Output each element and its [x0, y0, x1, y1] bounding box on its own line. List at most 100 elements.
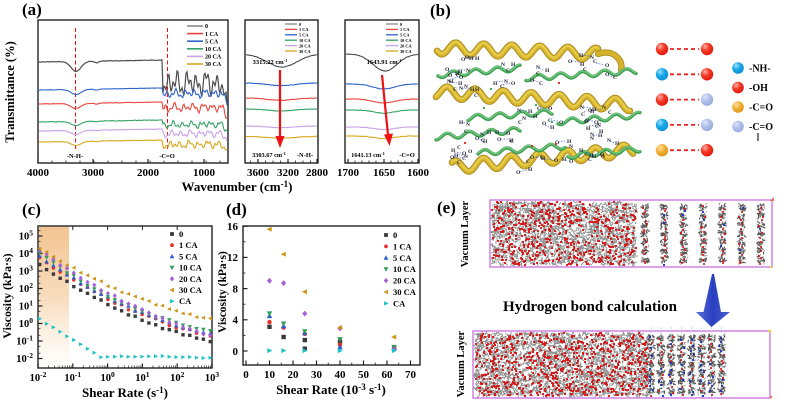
- svg-text:C: C: [540, 155, 544, 161]
- svg-text:C: C: [585, 152, 589, 158]
- svg-text:12: 12: [227, 252, 239, 264]
- svg-text:O: O: [475, 136, 480, 142]
- svg-text:H: H: [580, 62, 585, 68]
- svg-text:H: H: [589, 153, 594, 159]
- svg-text:N: N: [590, 136, 594, 142]
- svg-text:H: H: [615, 141, 620, 147]
- svg-text:C: C: [474, 93, 478, 99]
- svg-text:N: N: [464, 154, 468, 160]
- svg-text:Viscosity (kPa·s): Viscosity (kPa·s): [217, 251, 229, 333]
- svg-text:O: O: [555, 140, 560, 146]
- svg-text:1 CA: 1 CA: [299, 27, 309, 32]
- svg-text:H: H: [470, 87, 475, 93]
- svg-text:H: H: [487, 130, 492, 136]
- svg-text:1600: 1600: [407, 167, 430, 179]
- svg-text:O: O: [588, 108, 593, 114]
- svg-text:4: 4: [233, 315, 239, 327]
- svg-text:30 CA: 30 CA: [393, 287, 417, 297]
- svg-text:H: H: [458, 81, 463, 87]
- svg-text:O: O: [448, 73, 453, 79]
- svg-text:H: H: [528, 167, 533, 173]
- svg-text:H: H: [455, 71, 460, 77]
- svg-text:O: O: [461, 57, 466, 63]
- svg-text:H: H: [469, 56, 474, 62]
- svg-text:N: N: [602, 105, 606, 111]
- svg-text:C: C: [588, 157, 592, 163]
- svg-text:C: C: [500, 84, 504, 90]
- svg-text:O: O: [516, 170, 521, 176]
- svg-text:C: C: [608, 110, 612, 116]
- svg-text:Shear Rate (10-3 s-1): Shear Rate (10-3 s-1): [276, 382, 386, 397]
- svg-text:20 CA: 20 CA: [393, 276, 417, 286]
- svg-text:H: H: [493, 81, 498, 87]
- svg-text:N: N: [569, 144, 573, 150]
- svg-text:N: N: [466, 68, 470, 74]
- svg-text:C: C: [548, 118, 552, 124]
- svg-text:H: H: [454, 153, 459, 159]
- svg-text:2800: 2800: [306, 167, 329, 179]
- svg-text:3000: 3000: [82, 167, 105, 179]
- svg-text:1 CA: 1 CA: [205, 32, 219, 38]
- svg-text:H: H: [545, 68, 550, 74]
- svg-text:N: N: [480, 132, 484, 138]
- svg-text:N: N: [590, 132, 594, 138]
- svg-text:N: N: [590, 55, 594, 61]
- svg-text:H: H: [458, 69, 463, 75]
- svg-text:N: N: [597, 123, 601, 129]
- svg-text:O: O: [511, 81, 516, 87]
- svg-text:N: N: [459, 86, 463, 92]
- svg-text:C: C: [593, 59, 597, 65]
- svg-text:C: C: [537, 106, 541, 112]
- svg-text:70: 70: [405, 369, 417, 381]
- svg-text:C: C: [518, 120, 522, 126]
- svg-text:1 CA: 1 CA: [179, 240, 199, 250]
- svg-text:O: O: [497, 137, 502, 143]
- svg-text:3200: 3200: [277, 167, 300, 179]
- svg-text:H: H: [592, 154, 597, 160]
- svg-text:H: H: [541, 156, 546, 162]
- svg-text:-OH: -OH: [749, 83, 768, 94]
- svg-text:O: O: [568, 59, 573, 65]
- svg-text:C: C: [581, 112, 585, 118]
- svg-text:O: O: [559, 120, 564, 126]
- svg-text:10 CA: 10 CA: [179, 263, 203, 273]
- svg-text:5 CA: 5 CA: [205, 39, 219, 45]
- svg-text:H: H: [579, 53, 584, 59]
- svg-text:Viscosity (kPa·s): Viscosity (kPa·s): [0, 253, 14, 338]
- svg-text:C: C: [456, 73, 460, 79]
- svg-text:Vacuum Layer: Vacuum Layer: [460, 200, 471, 267]
- svg-text:1643.91 cm-1: 1643.91 cm-1: [367, 58, 403, 66]
- svg-text:1 CA: 1 CA: [400, 27, 410, 32]
- svg-text:O: O: [468, 149, 473, 155]
- svg-text:(e): (e): [437, 198, 456, 217]
- svg-text:16: 16: [227, 221, 239, 233]
- svg-text:10 CA: 10 CA: [205, 47, 222, 53]
- svg-text:1641.13 cm-1: 1641.13 cm-1: [351, 151, 386, 159]
- svg-text:4000: 4000: [27, 167, 50, 179]
- svg-text:(b): (b): [430, 1, 451, 20]
- svg-text:30 CA: 30 CA: [179, 285, 203, 295]
- svg-text:N: N: [447, 79, 451, 85]
- svg-text:(c): (c): [22, 200, 41, 219]
- svg-text:0: 0: [243, 369, 249, 381]
- svg-text:H: H: [459, 120, 464, 126]
- svg-text:Transmittance (%): Transmittance (%): [3, 41, 17, 142]
- svg-text:3315.22 cm-1: 3315.22 cm-1: [253, 58, 289, 66]
- svg-text:O: O: [569, 159, 574, 165]
- svg-text:CA: CA: [393, 298, 406, 308]
- svg-text:2000: 2000: [137, 167, 160, 179]
- svg-text:30 CA: 30 CA: [205, 62, 222, 68]
- svg-text:5 CA: 5 CA: [299, 33, 309, 38]
- svg-text:H: H: [598, 133, 603, 139]
- svg-text:O: O: [605, 72, 610, 78]
- svg-text:5 CA: 5 CA: [400, 33, 410, 38]
- svg-text:C: C: [536, 71, 540, 77]
- svg-text:O: O: [600, 152, 605, 158]
- svg-text:O: O: [445, 67, 450, 73]
- svg-text:O: O: [530, 155, 535, 161]
- svg-text:C: C: [595, 124, 599, 130]
- svg-text:H: H: [483, 139, 488, 145]
- svg-text:-NH-: -NH-: [749, 64, 771, 75]
- svg-text:20 CA: 20 CA: [205, 55, 222, 61]
- svg-text:10 CA: 10 CA: [400, 38, 412, 43]
